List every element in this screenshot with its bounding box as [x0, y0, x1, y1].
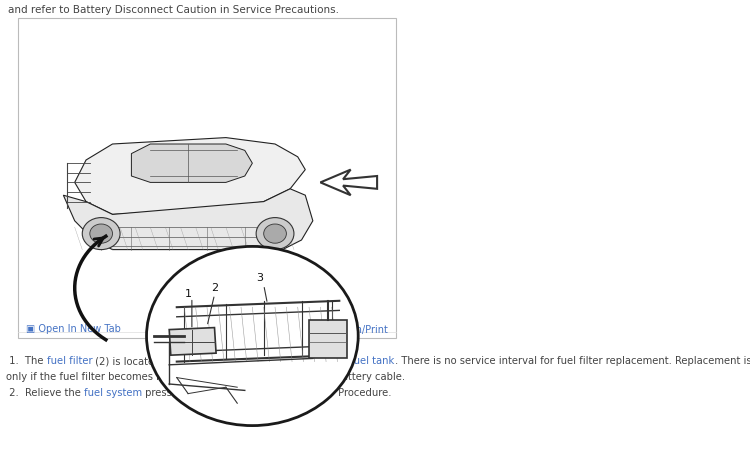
Text: . There is no service interval for fuel filter replacement. Replacement is requi: . There is no service interval for fuel …	[394, 356, 750, 366]
Text: only if the fuel filter becomes restricted. Disconnect the negative battery cabl: only if the fuel filter becomes restrict…	[6, 372, 405, 382]
Text: 2.  Relieve the: 2. Relieve the	[6, 388, 84, 398]
Text: 1.  The: 1. The	[6, 356, 46, 366]
Text: fuel filter: fuel filter	[46, 356, 92, 366]
Text: (2) is located under the rear of the car, behind the: (2) is located under the rear of the car…	[92, 356, 350, 366]
Bar	[18, 18, 396, 338]
Text: 🔍 Zoom/Print: 🔍 Zoom/Print	[326, 324, 388, 334]
Text: and refer to Battery Disconnect Caution in Service Precautions.: and refer to Battery Disconnect Caution …	[8, 5, 339, 15]
Text: ▣ Open In New Tab: ▣ Open In New Tab	[26, 324, 121, 334]
Text: Procedure.: Procedure.	[334, 388, 392, 398]
Text: fuel tank: fuel tank	[350, 356, 394, 366]
Text: pressure. Refer to: pressure. Refer to	[142, 388, 237, 398]
Text: fuel system: fuel system	[84, 388, 142, 398]
Text: Fuel Pressure Relief: Fuel Pressure Relief	[237, 388, 334, 398]
